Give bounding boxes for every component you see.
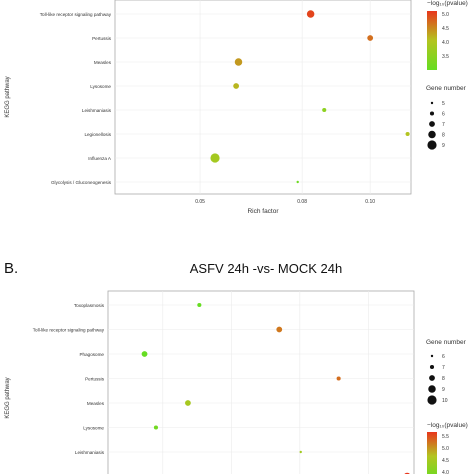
points-b: [141, 302, 410, 474]
grid-b: [108, 291, 414, 474]
size-legend-dot: [429, 121, 435, 127]
size-legend-label: 6: [442, 112, 445, 118]
color-legend-title-a: −log₁₀(pvalue): [427, 0, 468, 7]
size-legend-dot: [427, 395, 437, 405]
category-label: Toxoplasmosis: [74, 303, 105, 308]
size-legend-label: 9: [442, 143, 445, 149]
size-legend-dot: [430, 101, 434, 105]
color-tick-label: 5.5: [442, 434, 449, 440]
color-tick-label: 5.0: [442, 446, 449, 452]
data-point: [299, 450, 302, 454]
color-tick-label: 5.0: [442, 12, 449, 18]
x-ticks-a: 0.05 0.08 0.10: [195, 199, 375, 205]
size-legend-title-b: Gene number: [426, 339, 467, 346]
category-label: Toll-like receptor signaling pathway: [33, 328, 105, 333]
chart-title-b: ASFV 24h -vs- MOCK 24h: [190, 261, 342, 276]
size-legend-label: 8: [442, 133, 445, 139]
color-bar-a: [427, 11, 437, 70]
category-label: Pertussis: [92, 36, 112, 41]
plot-area-a: [114, 0, 412, 195]
color-tick-label: 4.0: [442, 40, 449, 46]
size-legend-b: 6 7 8 9 10: [427, 354, 448, 405]
y-axis-label-a: KEGG pathway: [5, 76, 11, 117]
x-tick-label: 0.05: [195, 199, 205, 205]
data-point: [405, 131, 410, 137]
y-axis-label-b: KEGG pathway: [5, 377, 11, 418]
size-legend-label: 7: [442, 365, 445, 371]
data-point: [306, 10, 315, 18]
x-tick-label: 0.08: [297, 199, 307, 205]
data-point: [197, 302, 202, 308]
size-legend-dot: [428, 385, 436, 393]
size-legend-dot: [430, 354, 434, 358]
category-label: Lysosome: [83, 426, 104, 431]
size-legend-label: 10: [442, 398, 448, 404]
category-label: Lysosome: [90, 84, 111, 89]
data-point: [276, 326, 283, 333]
size-legend-label: 6: [442, 354, 445, 360]
data-point: [234, 58, 243, 66]
data-point: [141, 351, 148, 357]
data-point: [336, 376, 341, 381]
category-label: Leishmaniasis: [75, 450, 105, 455]
color-bar-b: [427, 432, 437, 474]
size-legend-label: 5: [442, 101, 445, 107]
category-label: Measles: [94, 60, 112, 65]
color-ticks-a: 5.0 4.5 4.0 3.5: [437, 12, 449, 60]
category-labels-a: Toll-like receptor signaling pathway Pert…: [40, 12, 112, 185]
size-legend-dot: [428, 130, 436, 139]
color-legend-title-b: −log₁₀(pvalue): [427, 422, 468, 429]
size-legend-title-a: Gene number: [426, 85, 467, 92]
panel-a: Toll-like receptor signaling pathway Pert…: [5, 0, 468, 215]
panel-label-b: B.: [4, 260, 18, 277]
size-legend-label: 7: [442, 122, 445, 128]
data-point: [153, 425, 159, 430]
size-legend-dot: [429, 375, 435, 381]
plot-area-b: [107, 290, 415, 474]
grid-a: [115, 0, 411, 194]
size-legend-a: 5 6 7 8 9: [427, 101, 445, 150]
category-label: Pertussis: [85, 377, 105, 382]
points-a: [210, 10, 410, 184]
category-label: Toll-like receptor signaling pathway: [40, 12, 112, 17]
data-point: [296, 180, 299, 184]
color-tick-label: 3.5: [442, 54, 449, 60]
category-label: Glycolysis / Gluconeogenesis: [51, 180, 112, 185]
data-point: [367, 35, 374, 41]
size-legend-label: 8: [442, 376, 445, 382]
size-legend-dot: [429, 111, 435, 116]
data-point: [233, 83, 240, 89]
color-ticks-b: 5.5 5.0 4.5 4.0: [437, 434, 449, 474]
category-labels-b: Toxoplasmosis Toll-like receptor signalin…: [33, 303, 105, 455]
color-tick-label: 4.5: [442, 458, 449, 464]
x-axis-label-a: Rich factor: [247, 208, 279, 215]
x-tick-label: 0.10: [365, 199, 375, 205]
color-tick-label: 4.5: [442, 26, 449, 32]
size-legend-label: 9: [442, 387, 445, 393]
category-label: Influenza A: [88, 156, 112, 161]
category-label: Legionellosis: [84, 132, 111, 137]
panel-b: B. ASFV 24h -vs- MOCK 24h ToxoplasmosisT…: [4, 260, 468, 474]
data-point: [322, 107, 327, 113]
category-label: Leishmaniasis: [82, 108, 112, 113]
color-tick-label: 4.0: [442, 470, 449, 474]
data-point: [210, 153, 220, 163]
category-label: Phagosome: [79, 352, 104, 357]
data-point: [185, 400, 191, 406]
size-legend-dot: [427, 140, 437, 150]
size-legend-dot: [429, 364, 435, 370]
category-label: Measles: [87, 401, 105, 406]
